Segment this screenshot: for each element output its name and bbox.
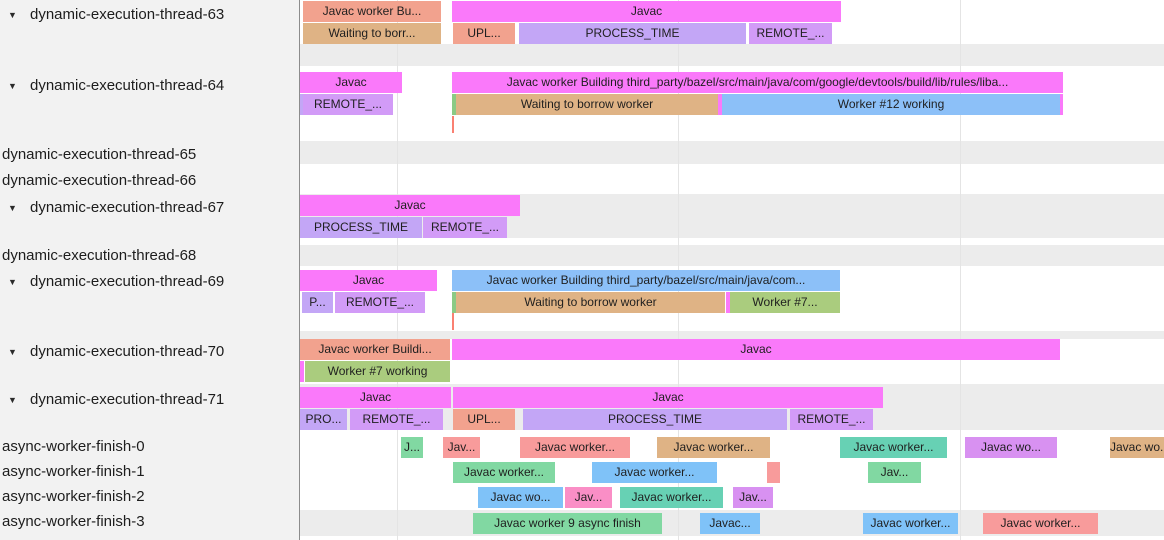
trace-slice[interactable]: Javac worker... [520,437,630,458]
trace-slice[interactable]: Worker #12 working [722,94,1060,115]
thread-row: ▼ dynamic-execution-thread-63 [0,4,299,26]
trace-slice[interactable]: REMOTE_... [303,94,393,115]
thread-row: ▼ dynamic-execution-thread-64 [0,75,299,97]
thread-label: dynamic-execution-thread-63 [30,6,225,23]
trace-slice[interactable] [767,462,780,483]
trace-slice[interactable]: Javac [453,387,883,408]
timeline-track-area[interactable]: Javac worker Bu... Javac Waiting to borr..… [300,0,1164,540]
trace-slice[interactable]: REMOTE_... [350,409,443,430]
expand-triangle-icon[interactable]: ▼ [8,395,17,405]
trace-slice[interactable]: Waiting to borrow worker [456,292,725,313]
track-band [300,141,1164,164]
trace-slice[interactable]: Javac worker Building third_party/bazel/… [452,270,840,291]
trace-slice[interactable]: Javac wo... [1110,437,1164,458]
thread-label: async-worker-finish-0 [2,438,145,455]
thread-list: ▼ dynamic-execution-thread-63 ▼ dynamic-exe… [0,0,300,540]
trace-slice[interactable] [300,361,304,382]
trace-slice[interactable]: Javac worker... [620,487,723,508]
thread-row: dynamic-execution-thread-65 [0,144,299,166]
gridline [960,0,961,540]
trace-slice[interactable]: UPL... [453,23,515,44]
thread-label: dynamic-execution-thread-67 [30,199,225,216]
trace-slice[interactable]: Javac worker Bu... [303,1,441,22]
trace-slice[interactable]: PROCESS_TIME [300,217,422,238]
thread-label: dynamic-execution-thread-71 [30,391,225,408]
trace-slice[interactable]: Javac worker 9 async finish [473,513,662,534]
trace-slice[interactable] [1060,94,1063,115]
trace-slice[interactable]: Javac worker... [863,513,958,534]
thread-label: async-worker-finish-1 [2,463,145,480]
trace-slice[interactable]: Jav... [443,437,480,458]
thread-row: ▼ dynamic-execution-thread-67 [0,197,299,219]
thread-label: async-worker-finish-3 [2,513,145,530]
trace-slice[interactable]: Javac [300,72,402,93]
trace-slice[interactable]: Javac [300,270,437,291]
trace-slice[interactable] [452,292,456,313]
trace-slice[interactable]: Jav... [565,487,612,508]
trace-slice[interactable]: Worker #7 working [305,361,450,382]
trace-slice[interactable] [726,292,730,313]
trace-slice[interactable]: Javac worker Building third_party/bazel/… [452,72,1063,93]
trace-slice[interactable]: Waiting to borr... [303,23,441,44]
thread-label: dynamic-execution-thread-66 [2,172,197,189]
thread-row: ▼ dynamic-execution-thread-69 [0,271,299,293]
thread-label: dynamic-execution-thread-64 [30,77,225,94]
thread-row: async-worker-finish-3 [0,511,299,533]
expand-triangle-icon[interactable]: ▼ [8,10,17,20]
expand-triangle-icon[interactable]: ▼ [8,203,17,213]
trace-slice[interactable]: Jav... [733,487,773,508]
trace-slice[interactable]: REMOTE_... [335,292,425,313]
expand-triangle-icon[interactable]: ▼ [8,347,17,357]
trace-slice[interactable]: J... [401,437,423,458]
trace-slice[interactable]: REMOTE_... [423,217,507,238]
trace-slice[interactable]: Javac worker... [840,437,947,458]
expand-triangle-icon[interactable]: ▼ [8,277,17,287]
thread-label: dynamic-execution-thread-69 [30,273,225,290]
expand-triangle-icon[interactable]: ▼ [8,81,17,91]
trace-slice[interactable]: REMOTE_... [790,409,873,430]
trace-slice[interactable]: Javac worker... [453,462,555,483]
trace-slice[interactable]: Jav... [868,462,921,483]
trace-slice[interactable]: Javac... [700,513,760,534]
thread-label: dynamic-execution-thread-68 [2,247,197,264]
trace-slice[interactable]: Javac worker Buildi... [300,339,450,360]
instant-event-tick[interactable] [452,116,454,133]
trace-slice[interactable]: Javac [300,387,451,408]
trace-slice[interactable]: Worker #7... [730,292,840,313]
trace-slice[interactable]: Javac worker... [592,462,717,483]
thread-row: async-worker-finish-2 [0,486,299,508]
thread-row: dynamic-execution-thread-66 [0,170,299,192]
trace-slice[interactable] [452,94,456,115]
trace-slice[interactable] [718,94,722,115]
trace-slice[interactable]: Javac wo... [478,487,563,508]
thread-row: dynamic-execution-thread-68 [0,245,299,267]
trace-slice[interactable]: UPL... [453,409,515,430]
trace-slice[interactable]: Waiting to borrow worker [456,94,718,115]
trace-slice[interactable]: Javac [300,195,520,216]
trace-slice[interactable]: REMOTE_... [749,23,832,44]
thread-row: ▼ dynamic-execution-thread-71 [0,389,299,411]
thread-label: dynamic-execution-thread-70 [30,343,225,360]
trace-slice[interactable]: P... [302,292,333,313]
trace-slice[interactable]: Javac worker... [983,513,1098,534]
thread-row: ▼ dynamic-execution-thread-70 [0,341,299,363]
trace-slice[interactable]: Javac wo... [965,437,1057,458]
trace-slice[interactable]: Javac worker... [657,437,770,458]
track-band [300,44,1164,66]
thread-row: async-worker-finish-1 [0,461,299,483]
trace-slice[interactable] [300,94,303,115]
trace-slice[interactable]: Javac [452,1,841,22]
trace-slice[interactable]: PROCESS_TIME [519,23,746,44]
thread-label: dynamic-execution-thread-65 [2,146,197,163]
trace-slice[interactable]: PROCESS_TIME [523,409,787,430]
thread-label: async-worker-finish-2 [2,488,145,505]
instant-event-tick[interactable] [452,313,454,330]
trace-slice[interactable]: Javac [452,339,1060,360]
thread-row: async-worker-finish-0 [0,436,299,458]
track-band [300,245,1164,266]
trace-slice[interactable]: PRO... [300,409,347,430]
track-band [300,331,1164,339]
